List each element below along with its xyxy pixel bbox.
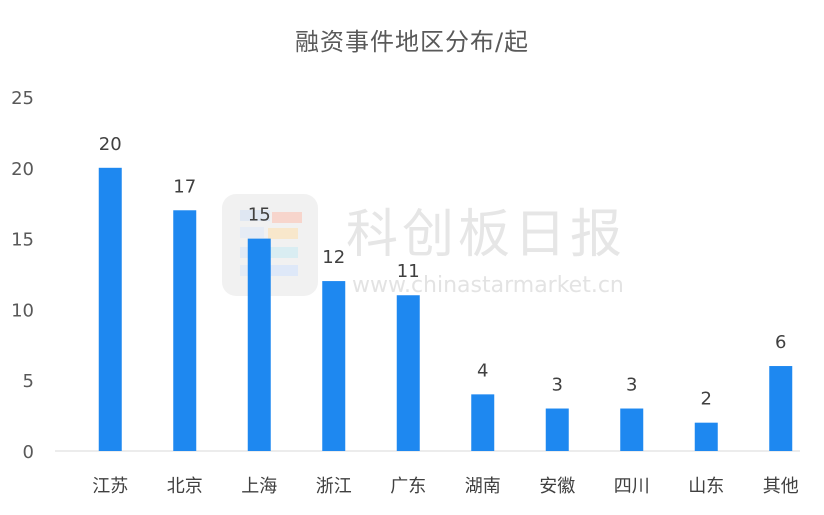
y-axis: 0 5 10 15 20 25 [11, 88, 34, 463]
x-tick-label: 其他 [763, 476, 799, 497]
x-tick-label: 江苏 [92, 476, 128, 497]
data-label: 6 [775, 332, 786, 353]
bar [396, 295, 420, 451]
bar [98, 167, 122, 452]
bar [769, 366, 793, 451]
x-tick-label: 北京 [167, 476, 203, 497]
data-label: 20 [99, 134, 122, 155]
chart-title: 融资事件地区分布/起 [294, 28, 530, 56]
data-label: 3 [552, 375, 563, 396]
x-tick-label: 安徽 [539, 476, 575, 497]
bar [694, 422, 718, 451]
bar [471, 394, 495, 451]
data-label: 17 [173, 176, 196, 197]
watermark-text: 科创板日报 [346, 205, 626, 265]
data-label: 2 [701, 389, 712, 410]
x-tick-label: 广东 [390, 476, 426, 497]
y-tick-label: 15 [11, 230, 34, 251]
x-tick-label: 浙江 [316, 476, 352, 497]
x-tick-label: 四川 [614, 476, 650, 497]
bar [620, 408, 644, 451]
bars [98, 167, 793, 452]
x-tick-label: 上海 [241, 476, 277, 497]
y-tick-label: 0 [23, 442, 34, 463]
data-label: 4 [477, 360, 488, 381]
x-tick-label: 湖南 [465, 476, 501, 497]
x-axis: 江苏 北京 上海 浙江 广东 湖南 安徽 四川 山东 其他 [92, 476, 799, 497]
data-labels: 20 17 15 12 11 4 3 3 2 6 [99, 134, 787, 410]
x-tick-label: 山东 [688, 476, 724, 497]
y-tick-label: 20 [11, 159, 34, 180]
y-tick-label: 10 [11, 300, 34, 321]
watermark-url: www.chinastarmarket.cn [352, 273, 624, 298]
data-label: 3 [626, 375, 637, 396]
data-label: 11 [397, 261, 420, 282]
data-label: 12 [322, 247, 345, 268]
watermark: 科创板日报 www.chinastarmarket.cn [222, 194, 626, 298]
y-tick-label: 25 [11, 88, 34, 109]
data-label: 15 [248, 205, 271, 226]
bar [173, 210, 197, 451]
y-tick-label: 5 [23, 371, 34, 392]
bar [322, 281, 346, 451]
bar [247, 238, 271, 451]
bar [545, 408, 569, 451]
